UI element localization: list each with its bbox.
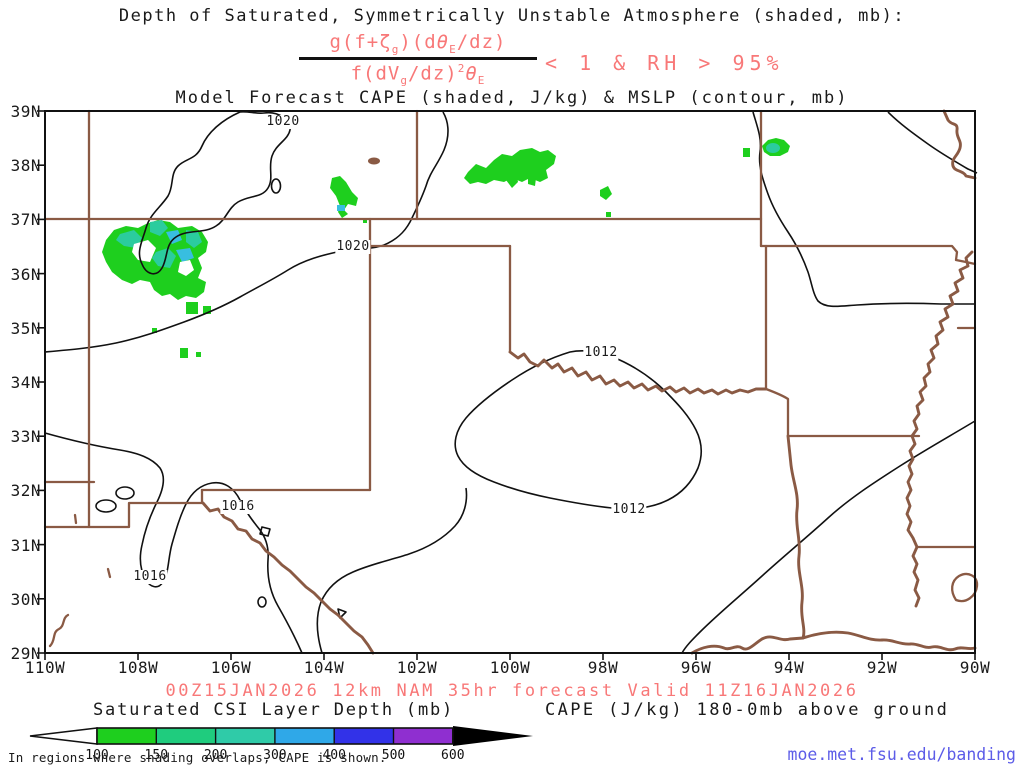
lake-pontchartrain bbox=[951, 572, 979, 603]
colorbar-segment bbox=[156, 728, 216, 744]
page-title: Depth of Saturated, Symmetrically Unstab… bbox=[118, 6, 906, 26]
x-axis-label: 100W bbox=[489, 658, 531, 677]
mslp-contours bbox=[44, 110, 978, 654]
colorbar-tick-label: 200 bbox=[204, 748, 227, 763]
y-axis-label: 36N bbox=[10, 264, 41, 284]
mississippi-river-border bbox=[905, 250, 974, 608]
x-axis-label: 94W bbox=[773, 658, 805, 677]
y-axis-label: 33N bbox=[10, 427, 41, 447]
x-axis-label: 102W bbox=[396, 658, 438, 677]
x-axis-label: 92W bbox=[866, 658, 898, 677]
axis-ticks bbox=[37, 110, 976, 660]
y-axis-label: 29N bbox=[10, 644, 41, 663]
website-link[interactable]: moe.met.fsu.edu/banding bbox=[787, 745, 1016, 764]
y-axis-label: 32N bbox=[10, 481, 41, 501]
x-axis-label: 104W bbox=[303, 658, 345, 677]
colorbar-segment bbox=[274, 728, 335, 744]
formula-condition: < 1 & RH > 95% bbox=[545, 51, 784, 75]
colorbar-tick-label: 150 bbox=[145, 748, 168, 763]
reservoir-speck bbox=[368, 157, 380, 165]
y-axis-label: 30N bbox=[10, 589, 41, 609]
legend-title-cape: CAPE (J/kg) 180-0mb above ground bbox=[545, 700, 950, 720]
colorbar-tick-label: 400 bbox=[322, 748, 345, 763]
rio-grande-border bbox=[201, 501, 375, 655]
colorbar-right-arrow bbox=[453, 726, 533, 746]
red-river-border bbox=[508, 350, 768, 396]
sabine-river-border bbox=[786, 434, 806, 640]
colorbar-tick-label: 300 bbox=[263, 748, 286, 763]
contour-label: 1016 bbox=[132, 569, 168, 584]
gulf-coastline bbox=[690, 630, 977, 655]
contour-label: 1020 bbox=[265, 114, 301, 129]
legend-title-csi: Saturated CSI Layer Depth (mb) bbox=[93, 700, 455, 720]
colorbar-tick-label: 500 bbox=[382, 748, 405, 763]
formula-denominator: f(dVg/dz)2θE bbox=[350, 62, 486, 88]
cape-csi-shading bbox=[102, 138, 790, 358]
colorbar: 100 150 200 300 400 500 600 bbox=[29, 726, 533, 763]
colorbar-segment bbox=[97, 728, 157, 744]
x-axis-label: 110W bbox=[24, 658, 66, 677]
y-axis-label: 35N bbox=[10, 318, 41, 338]
forecast-valid-line: 00Z15JAN2026 12km NAM 35hr forecast Vali… bbox=[165, 681, 859, 701]
contour-label: 1012 bbox=[583, 345, 619, 360]
y-axis-label: 34N bbox=[10, 373, 41, 392]
contour-label: 1012 bbox=[611, 502, 647, 517]
y-axis-label: 38N bbox=[10, 156, 41, 176]
y-axis-label: 39N bbox=[10, 102, 41, 121]
x-axis-label: 96W bbox=[680, 658, 712, 677]
colorbar-left-arrow bbox=[29, 727, 98, 745]
colorbar-segment bbox=[215, 728, 275, 744]
state-borders bbox=[43, 109, 979, 655]
colorbar-tick-label: 600 bbox=[441, 748, 464, 763]
map-subtitle: Model Forecast CAPE (shaded, J/kg) & MSL… bbox=[175, 88, 849, 108]
y-axis-label: 31N bbox=[10, 535, 41, 555]
formula-numerator: g(f+ζg)(dθE/dz) bbox=[329, 31, 507, 56]
colorbar-segment bbox=[393, 728, 453, 744]
formula-fraction-bar bbox=[299, 57, 537, 60]
y-axis-label: 37N bbox=[10, 210, 41, 230]
x-axis-label: 106W bbox=[210, 658, 252, 677]
colorbar-tick-label: 100 bbox=[85, 748, 108, 763]
colorbar-segment bbox=[334, 728, 394, 744]
overlap-note: In regions where shading overlaps, CAPE … bbox=[8, 750, 387, 765]
x-axis-label: 98W bbox=[587, 658, 619, 677]
contour-label: 1016 bbox=[220, 499, 256, 514]
x-axis-label: 90W bbox=[959, 658, 991, 677]
contour-label: 1020 bbox=[335, 239, 371, 254]
colorbar-cells: 100 150 200 300 400 500 600 bbox=[85, 727, 465, 763]
x-axis-label: 108W bbox=[117, 658, 159, 677]
